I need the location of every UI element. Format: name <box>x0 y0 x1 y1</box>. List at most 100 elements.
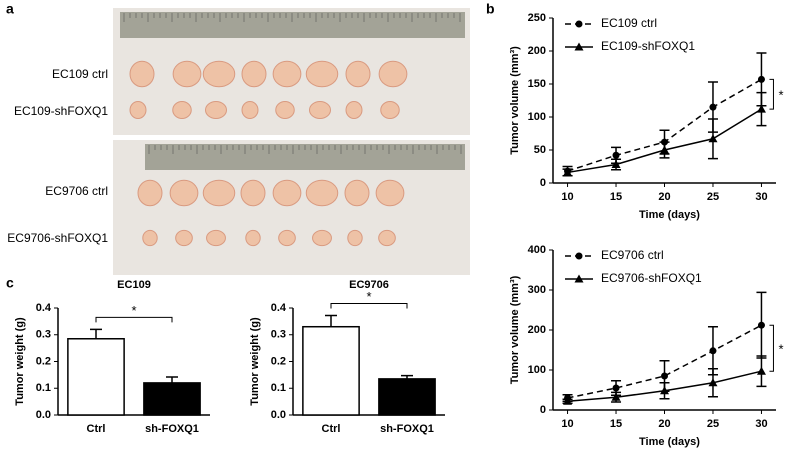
point <box>708 378 718 387</box>
significance-bracket <box>769 324 774 372</box>
error-bar <box>90 328 102 339</box>
point <box>757 75 765 83</box>
tumor <box>345 60 371 88</box>
tumor <box>380 101 400 119</box>
legend-label: EC109-shFOXQ1 <box>601 39 695 53</box>
significance-label: * <box>131 303 136 318</box>
x-tick-label: 10 <box>561 191 573 203</box>
bar <box>143 382 201 416</box>
y-tick-label: 400 <box>528 244 546 256</box>
y-tick-label: 250 <box>528 12 546 24</box>
significance-label: * <box>778 342 783 357</box>
row-label: EC9706 ctrl <box>45 184 108 198</box>
y-tick-label: 0 <box>540 404 546 416</box>
x-tick-label: 15 <box>610 191 622 203</box>
point <box>756 366 766 375</box>
point <box>611 392 621 401</box>
y-tick-label: 0.2 <box>271 355 286 367</box>
tumor <box>172 60 202 88</box>
tumor <box>378 60 408 88</box>
tumor <box>206 229 226 247</box>
y-tick-label: 0.2 <box>36 355 51 367</box>
x-tick-label: 25 <box>707 191 719 203</box>
x-tick-label: Ctrl <box>87 423 106 435</box>
tumor <box>272 179 302 207</box>
legend-label: EC9706 ctrl <box>601 248 664 262</box>
bar <box>67 338 125 416</box>
y-tick-label: 200 <box>528 324 546 336</box>
point <box>757 321 765 329</box>
legend-label: EC109 ctrl <box>601 16 657 30</box>
tumor <box>278 229 296 247</box>
point <box>709 103 717 111</box>
tumor <box>275 101 295 119</box>
x-tick-label: 10 <box>561 418 573 430</box>
tumor <box>175 229 193 247</box>
tumor <box>172 101 192 119</box>
tumor <box>241 101 259 119</box>
x-tick-label: 25 <box>707 418 719 430</box>
series-line <box>567 324 762 399</box>
tumor <box>245 229 261 247</box>
y-tick-label: 0.3 <box>36 329 51 341</box>
y-tick-label: 0.3 <box>271 329 286 341</box>
tumor <box>169 179 199 207</box>
y-axis-label: Tumor weight (g) <box>14 317 26 406</box>
tumor <box>137 179 163 207</box>
y-tick-label: 0.1 <box>271 382 286 394</box>
y-axis-label: Tumor volume (mm³) <box>509 46 521 155</box>
row-label: EC109 ctrl <box>52 67 108 81</box>
significance-label: * <box>366 289 371 304</box>
x-tick-label: sh-FOXQ1 <box>380 423 434 435</box>
bar <box>302 325 360 416</box>
y-tick-label: 100 <box>528 364 546 376</box>
y-axis-label: Tumor volume (mm³) <box>509 275 521 384</box>
y-tick-label: 50 <box>534 144 546 156</box>
significance-bracket <box>330 302 408 309</box>
significance-bracket <box>95 316 173 323</box>
y-axis-label: Tumor weight (g) <box>249 317 261 406</box>
x-tick-label: sh-FOXQ1 <box>145 423 199 435</box>
tumor <box>272 60 302 88</box>
tumor <box>241 60 267 88</box>
point <box>708 134 718 143</box>
x-axis-label: Time (days) <box>639 209 700 221</box>
x-tick-label: Ctrl <box>322 423 341 435</box>
y-tick-label: 150 <box>528 78 546 90</box>
tumor <box>344 179 370 207</box>
point <box>563 167 573 176</box>
point <box>661 372 668 380</box>
x-tick-label: 30 <box>755 418 767 430</box>
legend-marker <box>574 42 584 51</box>
tumor <box>240 179 266 207</box>
point <box>611 160 621 169</box>
y-tick-label: 0.4 <box>36 302 52 314</box>
error-bar <box>166 376 178 383</box>
y-tick-label: 0.0 <box>271 409 286 421</box>
tumor <box>312 229 332 247</box>
bar <box>378 378 436 416</box>
y-tick-label: 0.4 <box>271 302 287 314</box>
tumor <box>142 229 158 247</box>
legend-marker <box>575 20 583 28</box>
x-tick-label: 20 <box>658 418 670 430</box>
panel-label: a <box>6 1 14 17</box>
y-tick-label: 0.1 <box>36 382 51 394</box>
x-tick-label: 30 <box>755 191 767 203</box>
tumor <box>345 101 363 119</box>
legend-marker <box>574 274 584 283</box>
tumor <box>202 60 236 88</box>
y-tick-label: 200 <box>528 45 546 57</box>
point <box>756 104 766 113</box>
tumor <box>347 229 363 247</box>
error-bar <box>325 314 337 327</box>
x-tick-label: 20 <box>658 191 670 203</box>
panel-label: c <box>6 275 14 291</box>
tumor <box>375 179 405 207</box>
tumor <box>129 60 155 88</box>
x-tick-label: 15 <box>610 418 622 430</box>
tumor <box>305 179 339 207</box>
y-tick-label: 300 <box>528 284 546 296</box>
tumor <box>202 179 236 207</box>
